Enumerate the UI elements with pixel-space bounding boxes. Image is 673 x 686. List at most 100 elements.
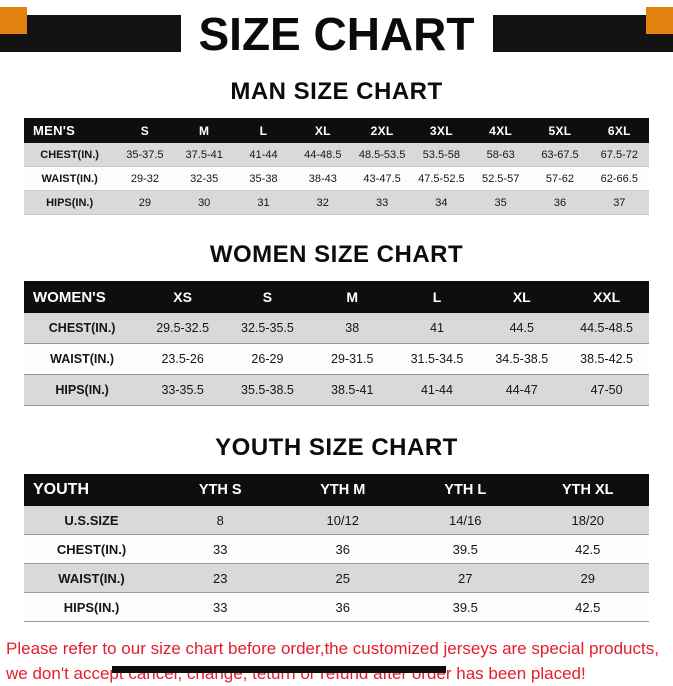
size-value-cell: 32.5-35.5 [225, 313, 310, 344]
size-column-header: 5XL [530, 118, 590, 143]
size-value-cell: 38.5-41 [309, 374, 395, 406]
size-value-cell: 47-50 [564, 374, 649, 406]
men-section-heading: MAN SIZE CHART [230, 78, 443, 105]
size-value-cell: 25 [281, 563, 404, 593]
table-row: WAIST(IN.) 29-32 32-35 35-38 38-43 43-47.5 47.… [24, 166, 649, 191]
size-value-cell: 42.5 [526, 592, 649, 622]
table-row: HIPS(IN.) 33-35.5 35.5-38.5 38.5-41 41-44 44-… [24, 374, 649, 406]
size-value-cell: 44-47 [479, 374, 565, 406]
size-value-cell: 58-63 [471, 143, 531, 167]
size-value-cell: 44.5-48.5 [564, 313, 649, 344]
size-value-cell: 38.5-42.5 [564, 343, 649, 375]
youth-section: YOUTH SIZE CHART YOUTH YTH S YTH M YTH L YTH… [0, 434, 673, 622]
table-title-cell: MEN'S [24, 118, 116, 143]
size-value-cell: 32-35 [174, 166, 234, 191]
size-value-cell: 30 [174, 190, 234, 215]
table-header-row: YOUTH YTH S YTH M YTH L YTH XL [24, 474, 649, 506]
size-value-cell: 48.5-53.5 [352, 143, 412, 167]
banner-corner-left [0, 7, 27, 34]
size-value-cell: 47.5-52.5 [411, 166, 472, 191]
banner-corner-right [646, 7, 673, 34]
size-value-cell: 34 [411, 190, 472, 215]
size-value-cell: 52.5-57 [471, 166, 531, 191]
men-section: MAN SIZE CHART MEN'S S M L XL 2XL 3XL 4XL 5XL 6XL… [0, 78, 673, 215]
size-column-header: 3XL [411, 118, 472, 143]
size-value-cell: 29 [526, 563, 649, 593]
size-value-cell: 38 [309, 313, 395, 344]
size-value-cell: 39.5 [404, 592, 527, 622]
women-size-table: WOMEN'S XS S M L XL XXL CHEST(IN.) 29.5-32.5 32.5… [24, 281, 649, 406]
size-column-header: 6XL [589, 118, 649, 143]
size-column-header: YTH XL [526, 474, 649, 506]
size-column-header: YTH M [281, 474, 404, 506]
size-value-cell: 67.5-72 [589, 143, 649, 167]
size-value-cell: 10/12 [281, 506, 404, 535]
size-value-cell: 41-44 [394, 374, 480, 406]
size-value-cell: 43-47.5 [352, 166, 412, 191]
row-label-cell: U.S.SIZE [24, 506, 159, 535]
size-value-cell: 32 [293, 190, 353, 215]
table-title-cell: WOMEN'S [24, 281, 141, 313]
table-row: CHEST(IN.) 29.5-32.5 32.5-35.5 38 41 44.5 44.5… [24, 313, 649, 344]
size-value-cell: 62-66.5 [589, 166, 649, 191]
size-value-cell: 36 [281, 592, 404, 622]
size-value-cell: 33 [159, 592, 282, 622]
size-value-cell: 35-37.5 [115, 143, 175, 167]
size-value-cell: 33-35.5 [140, 374, 226, 406]
size-value-cell: 37 [589, 190, 649, 215]
size-value-cell: 35-38 [233, 166, 294, 191]
size-value-cell: 38-43 [293, 166, 353, 191]
size-value-cell: 23.5-26 [140, 343, 226, 375]
size-value-cell: 44-48.5 [293, 143, 353, 167]
size-value-cell: 57-62 [530, 166, 590, 191]
table-row: CHEST(IN.) 35-37.5 37.5-41 41-44 44-48.5 48.5… [24, 143, 649, 167]
row-label-cell: HIPS(IN.) [24, 190, 116, 215]
size-value-cell: 29-32 [115, 166, 175, 191]
table-row: CHEST(IN.) 33 36 39.5 42.5 [24, 534, 649, 564]
size-column-header: YTH S [159, 474, 282, 506]
size-value-cell: 36 [530, 190, 590, 215]
size-value-cell: 53.5-58 [411, 143, 472, 167]
footer-notice: Please refer to our size chart before or… [0, 636, 673, 686]
table-row: WAIST(IN.) 23 25 27 29 [24, 563, 649, 593]
row-label-cell: WAIST(IN.) [24, 343, 141, 375]
size-column-header: YTH L [404, 474, 527, 506]
size-value-cell: 35 [471, 190, 531, 215]
page-title: SIZE CHART [198, 8, 475, 60]
size-value-cell: 23 [159, 563, 282, 593]
size-column-header: XL [293, 118, 353, 143]
size-value-cell: 39.5 [404, 534, 527, 564]
table-header-row: WOMEN'S XS S M L XL XXL [24, 281, 649, 313]
notice-line-2: we don't accept cancel, change, teturn o… [6, 664, 586, 683]
size-value-cell: 29 [115, 190, 175, 215]
size-value-cell: 35.5-38.5 [225, 374, 310, 406]
size-value-cell: 31 [233, 190, 294, 215]
table-title-cell: YOUTH [24, 474, 159, 506]
size-value-cell: 33 [159, 534, 282, 564]
size-column-header: S [225, 281, 310, 313]
size-column-header: XXL [564, 281, 649, 313]
row-label-cell: WAIST(IN.) [24, 563, 159, 593]
size-value-cell: 44.5 [479, 313, 565, 344]
size-column-header: 4XL [471, 118, 531, 143]
table-row: HIPS(IN.) 33 36 39.5 42.5 [24, 592, 649, 622]
size-value-cell: 18/20 [526, 506, 649, 535]
row-label-cell: CHEST(IN.) [24, 143, 116, 167]
size-value-cell: 34.5-38.5 [479, 343, 565, 375]
size-value-cell: 8 [159, 506, 282, 535]
women-section-heading: WOMEN SIZE CHART [209, 241, 464, 268]
row-label-cell: HIPS(IN.) [24, 592, 159, 622]
banner: SIZE CHART [0, 2, 673, 66]
notice-line-1: Please refer to our size chart before or… [6, 639, 659, 658]
size-column-header: L [233, 118, 294, 143]
table-row: U.S.SIZE 8 10/12 14/16 18/20 [24, 506, 649, 535]
row-label-cell: CHEST(IN.) [24, 313, 141, 344]
size-column-header: M [174, 118, 234, 143]
row-label-cell: WAIST(IN.) [24, 166, 116, 191]
size-value-cell: 63-67.5 [530, 143, 590, 167]
size-value-cell: 41 [394, 313, 480, 344]
table-header-row: MEN'S S M L XL 2XL 3XL 4XL 5XL 6XL [24, 118, 649, 143]
row-label-cell: HIPS(IN.) [24, 374, 141, 406]
size-value-cell: 26-29 [225, 343, 310, 375]
